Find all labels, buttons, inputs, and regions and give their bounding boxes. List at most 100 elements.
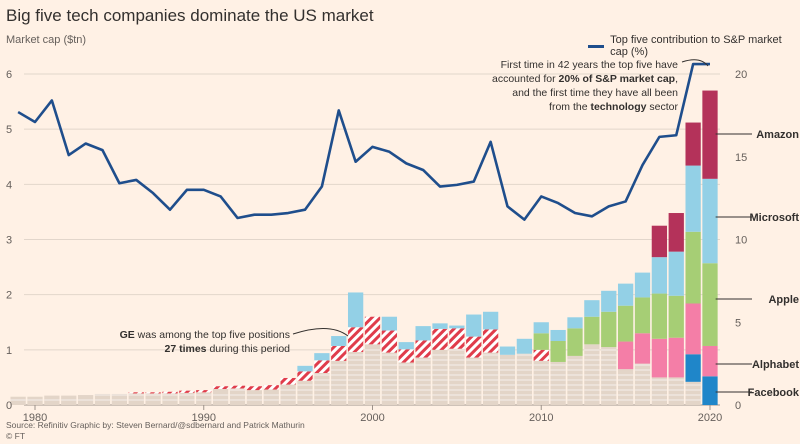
bar-microsoft-2010	[533, 322, 549, 334]
y-axis-label: Market cap ($tn)	[6, 34, 87, 46]
bar-other-1986	[128, 393, 144, 405]
bar-microsoft-2016	[634, 272, 651, 298]
bar-apple-2016	[634, 297, 651, 334]
peak-annotation-text: from the	[549, 101, 590, 113]
bar-microsoft-2009	[516, 338, 533, 354]
peak-annotation-bold: 20% of S&P market cap	[559, 73, 676, 85]
x-tick-label: 1990	[192, 412, 216, 424]
bar-microsoft-2003	[415, 326, 431, 341]
peak-annotation-text: First time in 42 years the top five have	[501, 59, 679, 71]
bar-other-2006	[466, 357, 482, 405]
bar-ge-2007	[482, 329, 499, 353]
bar-microsoft-1997	[314, 353, 330, 361]
bar-ge-1995	[280, 377, 296, 385]
bar-microsoft-2011	[550, 329, 566, 342]
contribution-line	[17, 62, 710, 221]
bar-other-1992	[229, 388, 246, 405]
y2-tick-label: 5	[735, 317, 741, 329]
bar-microsoft-2015	[617, 283, 634, 306]
x-tick-label: 2020	[698, 412, 722, 424]
bar-alphabet-2020	[702, 345, 718, 377]
bar-alphabet-2016	[634, 333, 651, 364]
bar-other-2009	[516, 353, 533, 405]
bar-apple-2015	[617, 305, 634, 342]
bar-microsoft-2012	[567, 317, 583, 329]
peak-annotation-text: accounted for	[492, 73, 559, 85]
bar-apple-2011	[550, 341, 566, 362]
bar-other-1998	[331, 360, 347, 405]
bar-ge-2003	[415, 340, 431, 358]
series-label-amazon: Amazon	[756, 129, 799, 141]
bar-ge-1993	[246, 386, 263, 391]
bar-alphabet-2018	[668, 337, 684, 378]
bar-facebook-2019	[685, 354, 701, 382]
bar-ge-1986	[128, 392, 144, 394]
bar-microsoft-2017	[651, 257, 668, 294]
bar-other-2001	[381, 352, 398, 405]
bar-ge-2005	[449, 328, 465, 349]
bar-ge-1994	[263, 385, 279, 390]
bar-microsoft-2004	[432, 323, 448, 329]
y2-tick-label: 10	[735, 235, 747, 247]
bar-ge-2010	[533, 349, 549, 361]
bar-microsoft-2001	[381, 316, 398, 331]
bar-alphabet-2019	[685, 303, 701, 355]
y-tick-label: 2	[6, 290, 12, 302]
y-tick-label: 5	[6, 124, 12, 136]
bar-other-2004	[432, 349, 448, 405]
bar-microsoft-2018	[668, 251, 684, 296]
ge-annotation-bold2: 27 times	[165, 343, 207, 355]
bar-microsoft-2008	[499, 346, 516, 355]
bar-microsoft-2005	[449, 325, 465, 329]
y-tick-label: 6	[6, 69, 12, 81]
bar-other-2017	[651, 377, 668, 405]
bar-other-1994	[263, 389, 279, 405]
peak-annotation-line: First time in 42 years the top five have	[501, 59, 679, 71]
bar-ge-1998	[331, 345, 347, 361]
bar-other-2019	[685, 381, 701, 405]
bar-microsoft-1999	[347, 292, 364, 328]
y-tick-label: 3	[6, 235, 12, 247]
bar-amazon-2020	[702, 90, 718, 179]
y-tick-label: 1	[6, 345, 12, 357]
bar-other-2002	[398, 362, 414, 405]
series-label-apple: Apple	[768, 294, 799, 306]
ge-annotation-line1: GE was among the top five positions	[120, 329, 290, 341]
y2-tick-label: 15	[735, 152, 747, 164]
bar-ge-1991	[212, 386, 229, 390]
bar-amazon-2018	[668, 213, 684, 252]
bar-other-1988	[162, 393, 178, 405]
bar-apple-2014	[601, 311, 617, 348]
bar-facebook-2020	[702, 376, 718, 405]
bar-other-1997	[314, 373, 330, 405]
bar-ge-2004	[432, 328, 448, 350]
bar-microsoft-2019	[685, 165, 701, 232]
bar-apple-2017	[651, 293, 668, 339]
ge-annotation-line2: 27 times during this period	[165, 343, 291, 355]
bar-other-2014	[601, 347, 617, 405]
bar-ge-1999	[347, 327, 364, 353]
series-label-facebook: Facebook	[748, 387, 800, 399]
bar-apple-2018	[668, 295, 684, 338]
bar-apple-2012	[567, 328, 583, 356]
bar-other-1989	[179, 392, 195, 405]
bar-other-2007	[482, 352, 499, 405]
bar-microsoft-2006	[466, 314, 482, 337]
bar-microsoft-2013	[584, 300, 600, 317]
bar-ge-2000	[364, 316, 381, 345]
x-tick-label: 1980	[23, 412, 47, 424]
series-label-microsoft: Microsoft	[750, 212, 800, 224]
x-tick-label: 2010	[529, 412, 553, 424]
legend: Top five contribution to S&P market cap …	[588, 34, 800, 58]
bar-other-2012	[567, 355, 583, 405]
bar-other-1979	[10, 396, 26, 405]
bar-apple-2013	[584, 316, 600, 345]
peak-annotation-line: and the first time they have all been	[512, 87, 678, 99]
peak-annotation-line: from the technology sector	[549, 101, 678, 113]
bar-microsoft-1998	[331, 336, 347, 346]
y-tick-label: 0	[6, 400, 12, 412]
bar-other-2005	[449, 348, 465, 405]
bar-microsoft-2020	[702, 178, 718, 264]
bar-other-1996	[297, 380, 313, 405]
bar-ge-1997	[314, 360, 330, 374]
